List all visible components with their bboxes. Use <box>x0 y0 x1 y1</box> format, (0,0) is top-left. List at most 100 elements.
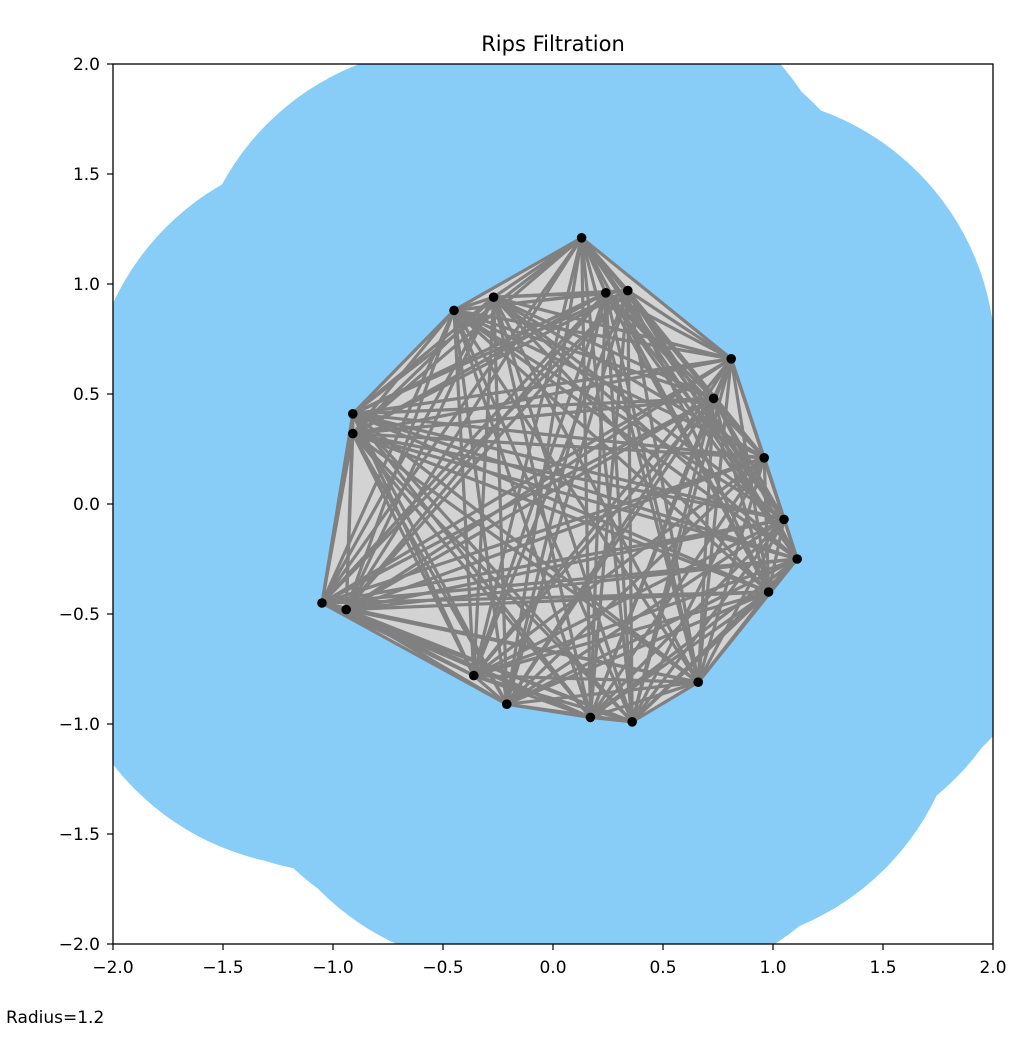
simplex-edge <box>472 456 766 677</box>
simplex-edge <box>472 297 496 676</box>
simplex-edge <box>344 433 355 610</box>
simplex-edge <box>473 674 699 684</box>
simplex-edge <box>712 397 766 459</box>
data-point-7 <box>348 409 358 419</box>
simplex-edge <box>321 517 785 605</box>
simplex-edge <box>472 397 715 677</box>
simplex-edge <box>580 236 733 361</box>
simplex-edge <box>712 397 771 593</box>
simplex-edge <box>345 456 765 612</box>
plot-area <box>113 64 993 944</box>
data-points <box>317 233 802 727</box>
simplex-edge <box>453 295 495 312</box>
simplex-edge <box>589 456 766 719</box>
data-point-6 <box>708 393 719 404</box>
data-point-2 <box>623 285 633 296</box>
y-axis: 2.0 1.5 1.0 0.5 0.0 −0.5 −1.0 −1.5 −2.0 <box>59 55 113 955</box>
y-tick-label: −1.5 <box>59 825 100 845</box>
radius-label: Radius=1.2 <box>6 1008 105 1028</box>
x-tick-label: 1.0 <box>759 958 786 978</box>
simplex-edge <box>351 236 583 416</box>
simplex-edge <box>782 518 799 560</box>
data-point-16 <box>693 677 703 687</box>
data-point-19 <box>627 717 637 727</box>
simplex-edge <box>589 590 770 719</box>
y-tick-label: 0.5 <box>73 385 100 405</box>
simplex-edge <box>345 608 508 706</box>
simplex-edge <box>352 412 765 460</box>
simplex-edge <box>352 357 732 416</box>
simplex-edge <box>631 590 770 723</box>
simplex-edge <box>321 396 715 605</box>
chart-title: Rips Filtration <box>481 32 625 56</box>
simplex-edge <box>351 432 634 723</box>
y-tick-label: −2.0 <box>59 935 100 955</box>
simplex-edge <box>505 518 785 706</box>
simplex-edges <box>320 236 799 724</box>
simplex-edge <box>346 590 769 612</box>
simplex-edge <box>473 590 770 678</box>
data-point-13 <box>317 598 327 608</box>
data-point-4 <box>488 292 499 303</box>
data-point-17 <box>502 699 512 709</box>
data-point-3 <box>449 305 459 316</box>
data-point-15 <box>469 670 479 681</box>
x-tick-label: 0.5 <box>649 958 676 978</box>
simplex-edge <box>321 456 765 605</box>
simplex-edge <box>453 308 715 400</box>
simplex-edge <box>493 295 732 361</box>
simplex-edge <box>505 456 766 706</box>
simplex-edge <box>345 608 699 684</box>
simplex-edge <box>352 432 765 460</box>
simplex-edge <box>352 412 785 521</box>
data-point-10 <box>779 514 789 525</box>
simplex-edge <box>453 236 583 312</box>
simplex-edge <box>630 457 766 723</box>
data-point-5 <box>726 354 736 364</box>
simplex-edge <box>589 518 786 719</box>
simplex-edge <box>580 237 634 722</box>
x-tick-label: −1.5 <box>202 958 243 978</box>
data-point-8 <box>348 428 358 439</box>
simplex-edge <box>351 432 476 677</box>
simplex-edge <box>345 608 633 724</box>
simplex-edge <box>352 396 714 416</box>
simplex-edge <box>696 398 716 683</box>
x-tick-label: −2.0 <box>92 958 133 978</box>
data-point-1 <box>601 288 611 298</box>
x-tick-label: 2.0 <box>979 958 1006 978</box>
simplex-edge <box>492 295 715 400</box>
y-tick-label: −0.5 <box>59 605 100 625</box>
x-tick-label: 1.5 <box>869 958 896 978</box>
data-point-18 <box>585 712 596 723</box>
simplex-edge <box>590 715 633 724</box>
simplex-edge <box>352 432 770 594</box>
simplex-edge <box>352 432 785 521</box>
simplex-edge <box>492 296 700 683</box>
y-tick-label: −1.0 <box>59 715 100 735</box>
simplex-edge <box>506 590 770 706</box>
data-point-0 <box>576 233 587 243</box>
simplex-edge <box>696 591 770 684</box>
data-point-9 <box>759 453 769 463</box>
simplex-edge <box>729 358 771 593</box>
simplex-edge <box>589 680 699 719</box>
simplex-edge <box>506 557 798 706</box>
simplex-edge <box>492 296 634 723</box>
y-tick-label: 1.0 <box>73 275 100 295</box>
simplex-edge <box>506 680 699 706</box>
y-tick-label: 0.0 <box>73 495 100 515</box>
y-tick-label: 1.5 <box>73 165 100 185</box>
simplex-edge <box>344 309 456 611</box>
simplex-edge <box>588 290 630 718</box>
x-tick-label: −1.0 <box>312 958 353 978</box>
simplex-edge <box>492 295 785 521</box>
simplex-edge <box>631 680 700 724</box>
simplex-edge <box>320 236 583 604</box>
data-point-12 <box>763 587 774 597</box>
x-tick-label: −0.5 <box>422 958 463 978</box>
x-tick-label: 0.0 <box>539 958 566 978</box>
x-axis: −2.0 −1.5 −1.0 −0.5 0.0 0.5 1.0 1.5 2.0 <box>92 944 1007 978</box>
simplex-edge <box>626 289 733 361</box>
